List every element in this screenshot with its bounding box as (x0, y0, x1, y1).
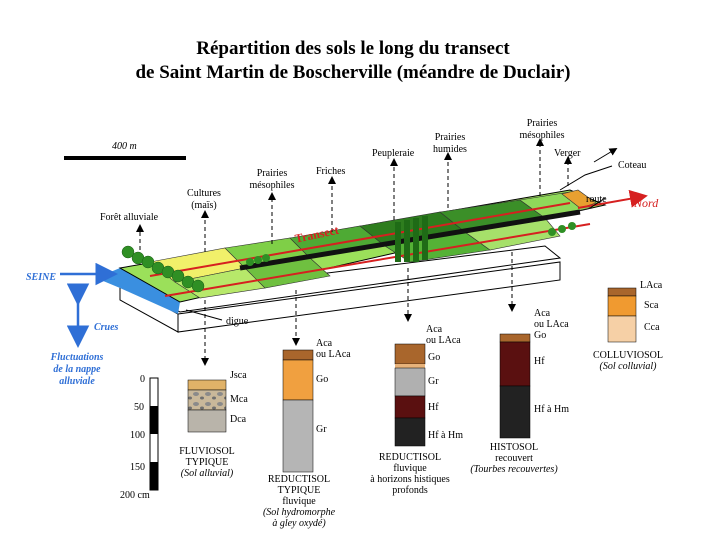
fluviosol-h2: Mca (230, 394, 248, 405)
reductisol-hist-hfhm (394, 417, 426, 447)
fluviosol-mca (187, 389, 227, 411)
trees-hedge (246, 254, 270, 266)
label-fluct-1: Fluctuations (50, 352, 104, 363)
colluviosol-h3: Cca (644, 322, 660, 333)
label-coteau: Coteau (618, 160, 647, 171)
redhist-top-2: ou LAca (426, 335, 461, 346)
north-arrow (577, 189, 648, 209)
fluviosol-name-1: FLUVIOSOL (179, 446, 235, 457)
label-verger: Verger (554, 148, 581, 159)
label-digue: digue (226, 316, 249, 327)
reductisol-h2: Gr (316, 424, 327, 435)
reductisol-go (282, 359, 314, 401)
digue-pointer (185, 309, 223, 321)
reductisol-top-1: Aca (316, 338, 333, 349)
label-prairies-meso2: Prairies (526, 118, 558, 129)
histosol-h1: Hf (534, 356, 545, 367)
redhist-name-3: à horizons histiques (370, 474, 450, 485)
depth-0: 0 (140, 374, 145, 385)
coteau-pointer (593, 147, 618, 163)
reductisol-name-1: REDUCTISOL (267, 474, 331, 485)
trees-foret (121, 245, 205, 293)
route-pointer (589, 197, 606, 209)
reductisol-name-2: TYPIQUE (277, 485, 321, 496)
label-friches: Friches (316, 166, 346, 177)
field-verger (561, 189, 597, 209)
reductisol-gr (282, 399, 314, 473)
label-seine: SEINE (26, 272, 57, 283)
histosol-top-3: Go (534, 330, 547, 341)
label-fluct-2: de la nappe (53, 364, 101, 375)
histosol-name-1: HISTOSOL (489, 442, 539, 453)
label-prairies-meso-2: mésophiles (249, 180, 295, 191)
colluviosol-sca (607, 295, 637, 317)
reductisol-hist-hf (394, 395, 426, 419)
reductisol-top-2: ou LAca (316, 349, 351, 360)
reductisol-name-5: à gley oxydé) (272, 518, 326, 529)
label-foret: Forêt alluviale (100, 212, 159, 223)
title-line-2: de Saint Martin de Boscherville (méandre… (135, 62, 571, 83)
label-cultures-2: (maïs) (191, 200, 217, 211)
label-prairies-humides: Prairies (434, 132, 466, 143)
reductisol-name-3: fluvique (282, 496, 316, 507)
histosol-top-2: ou LAca (534, 319, 569, 330)
histosol-name-2: recouvert (495, 453, 533, 464)
label-peupleraie: Peupleraie (372, 148, 415, 159)
label-prairies-meso: Prairies (256, 168, 288, 179)
colluviosol-h2: Sca (644, 300, 659, 311)
label-fluct-3: alluviale (59, 376, 95, 387)
histosol-name-3: (Tourbes recouvertes) (470, 464, 558, 475)
reductisol-h1: Go (316, 374, 329, 385)
label-prairies-humides-2: humides (433, 144, 467, 155)
transect-line-lower (164, 223, 591, 297)
redhist-h2: Gr (428, 376, 439, 387)
fluviosol-h3: Dca (230, 414, 247, 425)
depth-150: 150 (130, 462, 145, 473)
depth-200: 200 cm (120, 490, 150, 501)
histosol-hf (499, 341, 531, 387)
histosol-h2: Hf à Hm (534, 404, 569, 415)
colluviosol-name-1: COLLUVIOSOL (593, 350, 663, 361)
redhist-h4: Hf à Hm (428, 430, 463, 441)
label-cultures: Cultures (187, 188, 221, 199)
fluviosol-h1: Jsca (230, 370, 247, 381)
fluviosol-jsca (187, 379, 227, 391)
reductisol-hist-gr (394, 367, 426, 397)
block-bottom-face (177, 261, 561, 333)
redhist-name-2: fluvique (393, 463, 427, 474)
trees-peupleraie (395, 216, 428, 262)
title-line-1: Répartition des sols le long du transect (196, 38, 510, 59)
label-prairies-meso2-2: mésophiles (519, 130, 565, 141)
fluviosol-name-2: TYPIQUE (185, 457, 229, 468)
colluviosol-cca (607, 315, 637, 343)
histosol-top-1: Aca (534, 308, 551, 319)
label-nord: Nord (634, 196, 659, 210)
transect-line-upper (149, 202, 571, 277)
reductisol-name-4: (Sol hydromorphe (262, 507, 336, 518)
depth-50: 50 (134, 402, 144, 413)
redhist-name-1: REDUCTISOL (378, 452, 442, 463)
depth-100: 100 (130, 430, 145, 441)
redhist-top-1: Aca (426, 324, 443, 335)
scale-label: 400 m (112, 141, 137, 152)
colluviosol-h1: LAca (640, 280, 663, 291)
colluviosol-name-2: (Sol colluvial) (599, 361, 657, 372)
redhist-name-4: profonds (392, 485, 428, 496)
colluviosol-laca (607, 287, 637, 297)
fluviosol-name-3: (Sol alluvial) (180, 468, 234, 479)
fluviosol-dca (187, 409, 227, 433)
label-crues: Crues (94, 322, 119, 333)
redhist-h1: Go (428, 352, 441, 363)
label-route: route (586, 194, 607, 205)
redhist-h3: Hf (428, 402, 439, 413)
histosol-hfhm (499, 385, 531, 439)
trees-verger (548, 222, 576, 236)
